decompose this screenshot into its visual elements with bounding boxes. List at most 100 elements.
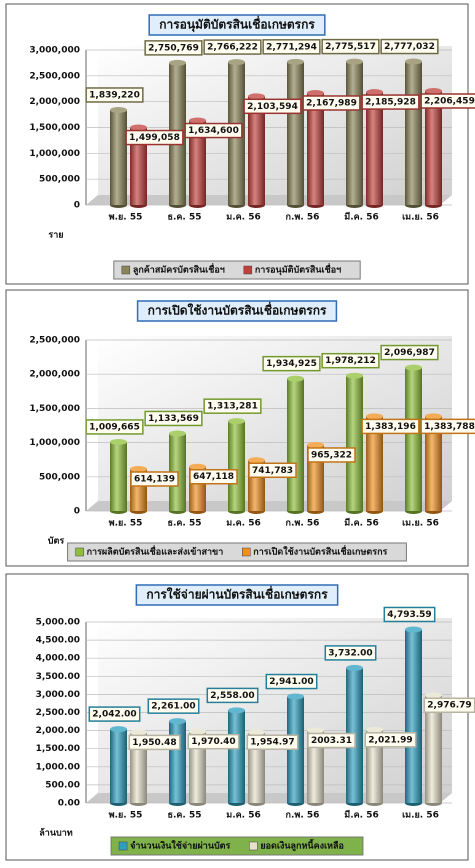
bar-cap (130, 124, 147, 131)
y-tick-label: 0.00 (58, 799, 80, 809)
value-label: 1,954.97 (250, 738, 294, 748)
x-tick-label: ธ.ค. 55 (167, 811, 201, 821)
bar-cap (130, 465, 147, 472)
bar-cap (307, 89, 324, 96)
y-tick-label: 1,000.00 (36, 762, 80, 772)
value-label: 2003.31 (311, 736, 352, 746)
x-tick-label: ม.ค. 56 (226, 519, 260, 529)
bar (405, 367, 422, 511)
legend (113, 260, 361, 280)
y-tick-label: 3,500.00 (36, 672, 80, 682)
x-tick-label: เม.ย. 56 (402, 811, 439, 821)
x-tick-label: พ.ย. 55 (109, 519, 143, 529)
value-label: 1,978,212 (325, 356, 376, 366)
value-label: 2,206,459 (424, 96, 475, 106)
y-tick-label: 2,000,000 (29, 370, 80, 380)
bar-cap (248, 457, 265, 464)
bar-cap (228, 707, 245, 714)
bar (287, 61, 304, 206)
x-tick-label: เม.ย. 56 (402, 519, 439, 529)
bar (346, 375, 363, 511)
x-tick-label: มี.ค. 56 (344, 212, 379, 223)
legend-label: ลูกค้าสมัครบัตรสินเชื่อฯ (133, 263, 225, 276)
value-label-box (189, 468, 238, 485)
bar-cap (287, 693, 304, 700)
legend-swatch (118, 841, 128, 851)
value-label: 1,383,788 (424, 422, 475, 432)
bar-cap (130, 729, 147, 736)
title-box (148, 14, 326, 36)
bar-cap (405, 58, 422, 65)
value-label: 2,777,032 (384, 42, 435, 52)
value-label: 2,771,294 (266, 42, 317, 52)
y-unit: บัตร (48, 536, 65, 547)
bar-cap (110, 106, 127, 113)
value-label-box (206, 687, 259, 704)
x-tick-label: ก.พ. 56 (286, 811, 320, 821)
value-label-box (307, 732, 356, 749)
bar (405, 61, 422, 205)
value-label: 741,783 (252, 466, 293, 476)
x-tick-label: พ.ย. 55 (109, 811, 143, 821)
y-tick-label: 0 (74, 507, 80, 517)
value-label-box (307, 447, 356, 463)
legend-label: การอนุมัติบัตรสินเชื่อฯ (255, 263, 341, 276)
bar-cap (346, 58, 363, 65)
value-label-box (361, 418, 420, 435)
y-tick-label: 500.00 (45, 780, 80, 790)
value-label-box (125, 129, 184, 146)
legend-swatch (249, 841, 258, 851)
value-label: 2,103,594 (247, 102, 298, 112)
value-label: 1,499,058 (129, 133, 180, 143)
bar-cap (425, 413, 442, 420)
value-label: 1,133,569 (148, 414, 199, 424)
x-tick-label: ม.ค. 56 (226, 811, 260, 821)
value-label: 2,558.00 (210, 691, 254, 701)
bar-cap (110, 438, 127, 445)
bar-cap (405, 364, 422, 371)
legend-swatch (242, 547, 251, 557)
back-wall (98, 46, 452, 195)
value-label-box (383, 606, 436, 623)
y-tick-label: 0 (74, 201, 80, 211)
bar-cap (425, 87, 442, 94)
bar-cap (248, 93, 265, 100)
value-label-box (184, 122, 243, 139)
bar-cap (346, 372, 363, 379)
bar (110, 109, 127, 205)
value-label-box (265, 673, 318, 690)
y-tick-label: 5,000.00 (36, 618, 80, 628)
value-label: 2,042.00 (92, 710, 136, 720)
value-label-box (128, 734, 181, 751)
value-label: 3,732.00 (328, 648, 372, 658)
bar (405, 629, 422, 803)
bar-cap (307, 727, 324, 734)
bar-cap (110, 726, 127, 733)
bar (189, 120, 206, 205)
x-tick-label: มี.ค. 56 (344, 810, 379, 821)
value-label-box (420, 93, 475, 109)
value-label: 4,793.59 (387, 610, 431, 620)
y-tick-label: 2,500,000 (29, 71, 80, 81)
value-label-box (144, 40, 203, 56)
legend-label: ยอดเงินลูกหนี้คงเหลือ (260, 839, 344, 852)
legend-label: จำนวนเงินใช้จ่ายผ่านบัตร (130, 840, 230, 852)
value-label-box (262, 39, 321, 55)
legend-swatch (75, 547, 84, 557)
value-label-box (262, 355, 321, 372)
chart-title: การอนุมัติบัตรสินเชื่อเกษตรกร (159, 16, 315, 33)
value-label: 1,839,220 (89, 90, 140, 100)
bar-cap (169, 59, 186, 66)
value-label-box (85, 87, 144, 103)
bar-cap (366, 726, 383, 733)
x-tick-label: ม.ค. 56 (226, 213, 260, 223)
value-label-box (203, 39, 262, 55)
value-label-box (420, 418, 475, 435)
y-unit: ล้านบาท (39, 828, 72, 839)
bar-cap (287, 375, 304, 382)
y-tick-label: 2,000,000 (29, 97, 80, 107)
value-label-box (380, 344, 439, 361)
bar-cap (405, 626, 422, 633)
value-label: 1,383,196 (365, 422, 416, 432)
legend-swatch (243, 265, 253, 275)
